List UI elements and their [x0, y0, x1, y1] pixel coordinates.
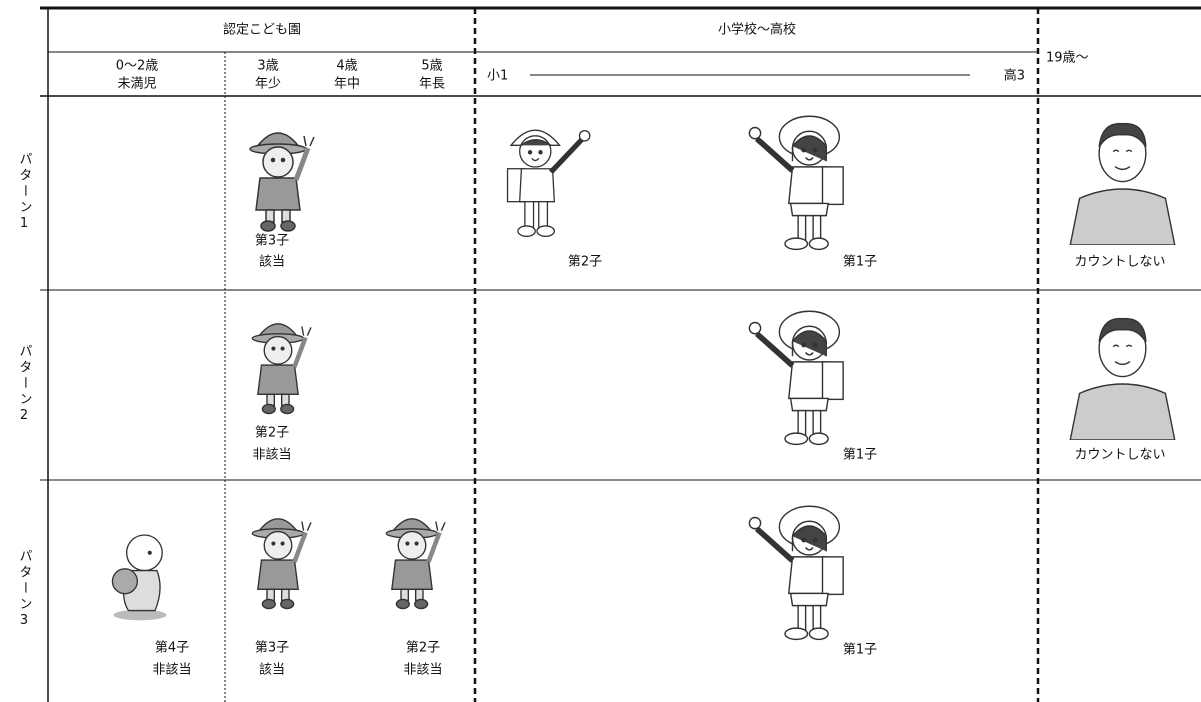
child-order: 第2子 [568, 255, 602, 270]
child-status: 該当 [259, 662, 285, 678]
child-order: 第3子 [255, 234, 289, 249]
header: 小学校～高校 [718, 22, 796, 38]
child-order: 第2子 [406, 641, 440, 656]
child-order: 第1子 [843, 255, 877, 270]
age: 3歳 [257, 59, 278, 74]
age: 5歳 [421, 59, 442, 74]
pattern-label: パターン3 [17, 549, 33, 631]
age-label: 年長 [419, 77, 445, 92]
child-order: 第2子 [255, 426, 289, 441]
note: カウントしない [1074, 448, 1165, 463]
child-status: 非該当 [403, 662, 442, 678]
age-label: 年中 [334, 77, 360, 92]
child-status: 非該当 [252, 447, 291, 463]
pattern-label: パターン2 [17, 344, 33, 426]
grid [40, 6, 1201, 702]
age: 4歳 [336, 59, 357, 74]
header: 19歳～ [1046, 51, 1089, 66]
header: 認定こども園 [223, 22, 301, 38]
grade: 高3 [1004, 68, 1025, 84]
child-order: 第3子 [255, 641, 289, 656]
age-label: 年少 [255, 77, 281, 92]
grade: 小1 [487, 69, 508, 84]
child-order: 第1子 [843, 448, 877, 463]
texts: 認定こども園 小学校～高校 19歳～ 0～2歳 未満児 3歳 年少 4歳 年中 … [17, 22, 1166, 678]
child-order: 第1子 [843, 643, 877, 658]
note: カウントしない [1074, 255, 1165, 270]
pattern-label: パターン1 [17, 152, 33, 234]
child-status: 該当 [259, 254, 285, 270]
child-status: 非該当 [152, 662, 191, 678]
age: 0～2歳 [116, 59, 159, 74]
child-order: 第4子 [155, 641, 189, 656]
age-label: 未満児 [117, 77, 156, 92]
illustrations [111, 116, 1176, 639]
